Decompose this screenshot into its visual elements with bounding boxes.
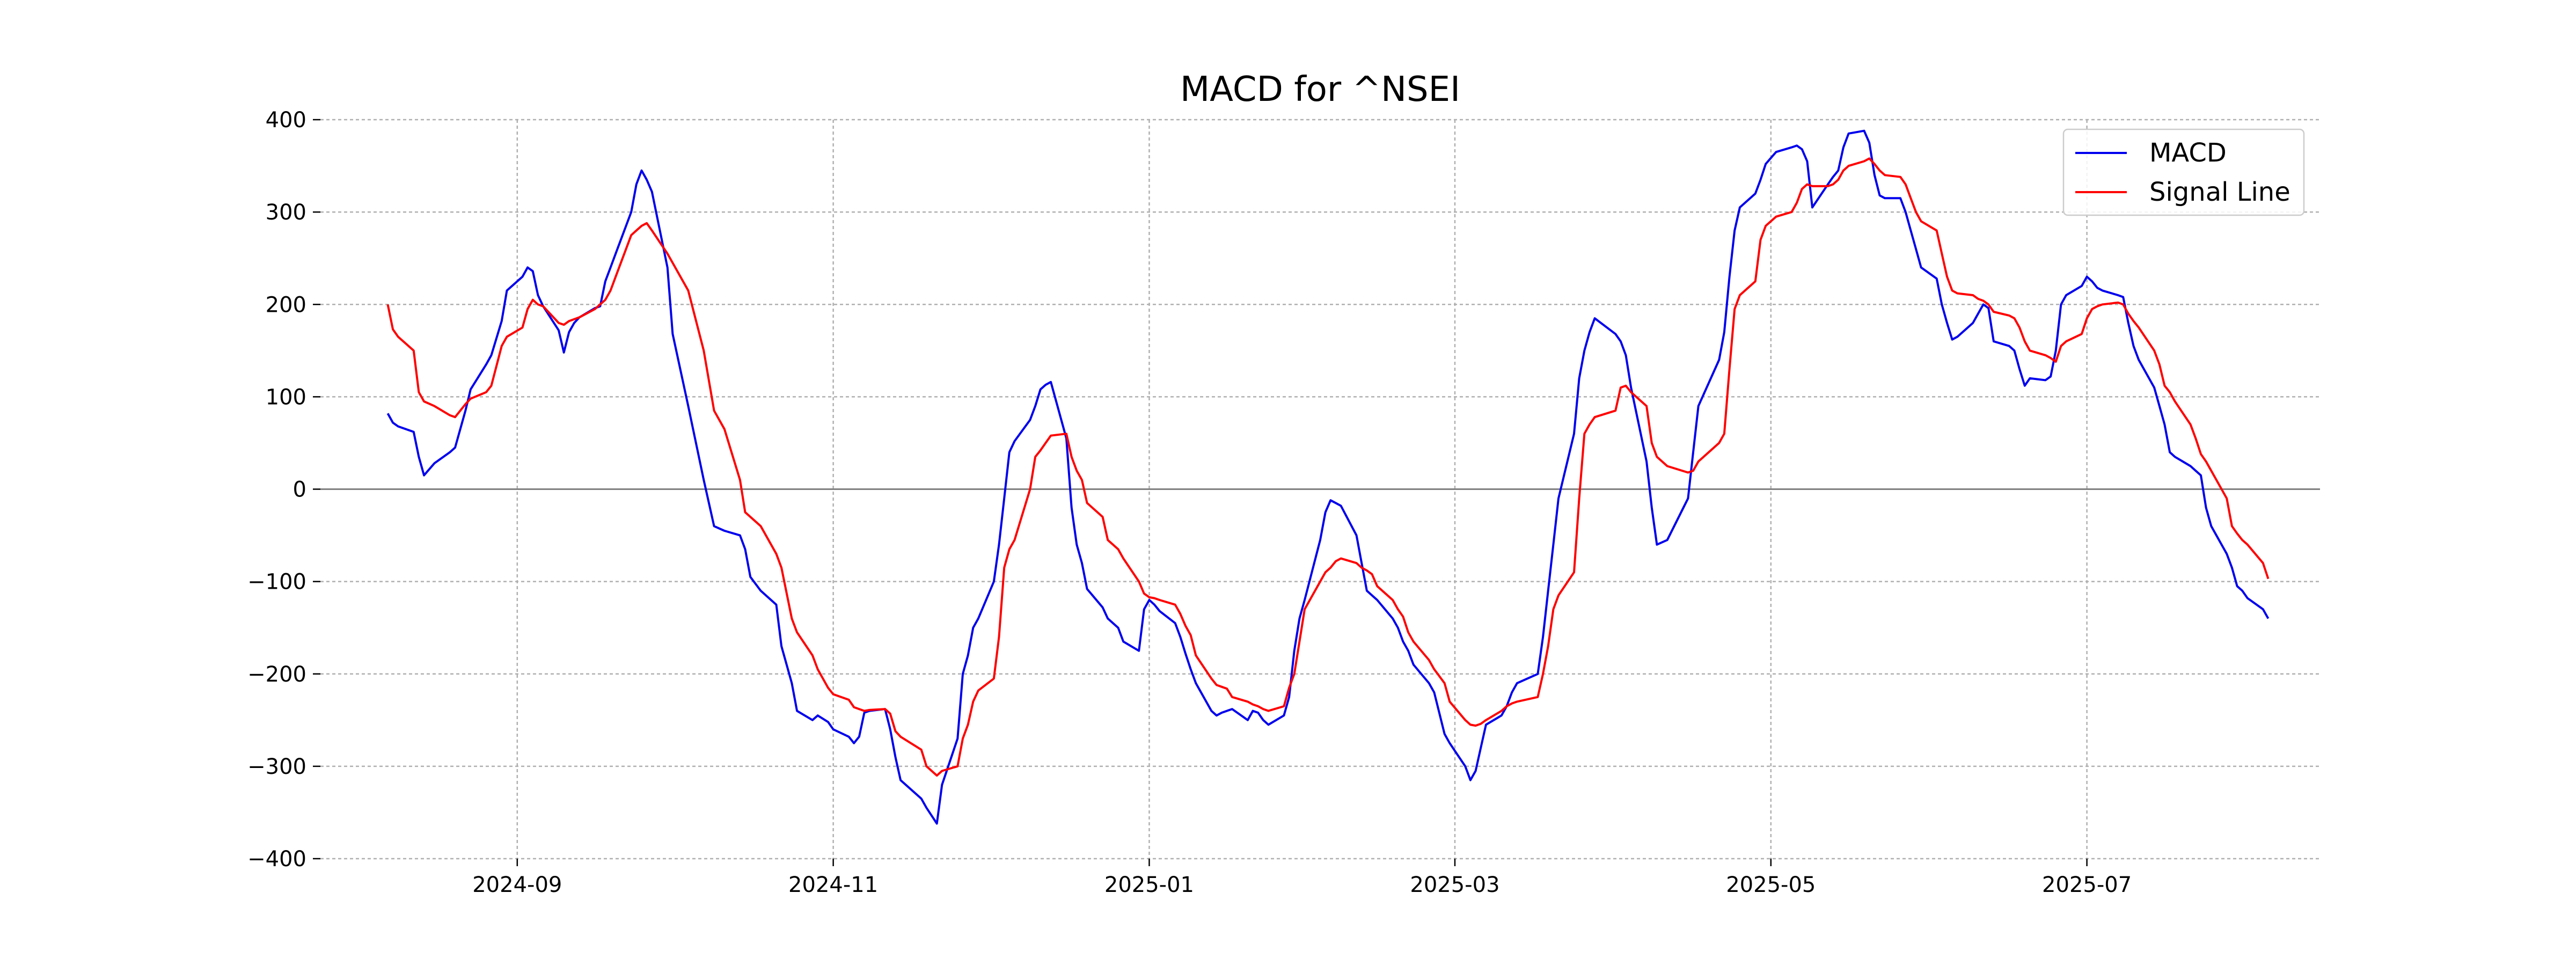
x-axis: 2024-09 2024-11 2025-01 2025-03 2025-05 2025-… bbox=[472, 859, 2132, 897]
y-tick-label: −400 bbox=[247, 847, 306, 872]
legend-label: MACD bbox=[2149, 138, 2227, 168]
x-tick-label: 2025-05 bbox=[1726, 873, 1816, 897]
y-tick-label: −300 bbox=[247, 755, 306, 779]
series-lines bbox=[386, 129, 2270, 825]
y-tick-label: 0 bbox=[293, 478, 306, 502]
x-tick-label: 2025-07 bbox=[2042, 873, 2132, 897]
legend-label: Signal Line bbox=[2149, 177, 2290, 207]
y-tick-label: 200 bbox=[266, 292, 306, 317]
x-tick-label: 2025-03 bbox=[1410, 873, 1499, 897]
y-tick-label: 100 bbox=[266, 385, 306, 409]
x-tick-label: 2024-09 bbox=[472, 873, 562, 897]
y-axis: −400 −300 −200 −100 0 100 200 300 400 bbox=[247, 108, 320, 872]
legend: MACD Signal Line bbox=[2062, 128, 2305, 216]
x-tick-label: 2024-11 bbox=[788, 873, 878, 897]
y-tick-label: 400 bbox=[266, 108, 306, 133]
y-tick-label: −100 bbox=[247, 570, 306, 595]
legend-box bbox=[2062, 128, 2305, 216]
y-tick-label: −200 bbox=[247, 662, 306, 687]
x-tick-label: 2025-01 bbox=[1104, 873, 1194, 897]
series-line-macd bbox=[386, 129, 2270, 825]
series-line-signal-line bbox=[386, 157, 2270, 777]
y-tick-label: 300 bbox=[266, 200, 306, 225]
chart-title: MACD for ^NSEI bbox=[1180, 70, 1460, 109]
